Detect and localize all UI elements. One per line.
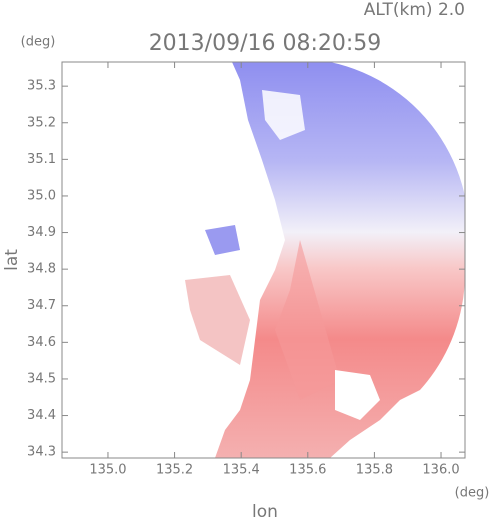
y-tick-label: 34.9 bbox=[27, 225, 56, 240]
chart-title: 2013/09/16 08:20:59 bbox=[149, 31, 382, 56]
y-tick-label: 35.0 bbox=[27, 188, 56, 203]
y-tick-label: 34.8 bbox=[27, 262, 56, 277]
x-tick-label: 135.6 bbox=[289, 463, 326, 478]
x-axis-label: lon bbox=[252, 502, 278, 521]
y-tick-label: 35.1 bbox=[27, 152, 56, 167]
y-tick-label: 35.2 bbox=[27, 115, 56, 130]
x-tick-label: 135.0 bbox=[89, 463, 126, 478]
y-tick-label: 34.4 bbox=[27, 408, 56, 423]
y-tick-label: 35.3 bbox=[27, 79, 56, 94]
x-tick-label: 135.8 bbox=[356, 463, 393, 478]
y-axis-label: lat bbox=[2, 249, 22, 271]
radar-field bbox=[185, 62, 465, 458]
y-tick-label: 34.3 bbox=[27, 445, 56, 460]
plot-frame bbox=[61, 61, 466, 459]
annotation: ALT(km) 2.0 bbox=[364, 0, 465, 20]
x-unit: (deg) bbox=[455, 486, 490, 501]
x-tick-label: 135.2 bbox=[156, 463, 193, 478]
y-tick-label: 34.7 bbox=[27, 298, 56, 313]
y-tick-label: 34.5 bbox=[27, 371, 56, 386]
y-unit: (deg) bbox=[21, 35, 56, 50]
y-tick-label: 34.6 bbox=[27, 335, 56, 350]
x-tick-label: 135.4 bbox=[223, 463, 260, 478]
x-tick-label: 136.0 bbox=[422, 463, 459, 478]
